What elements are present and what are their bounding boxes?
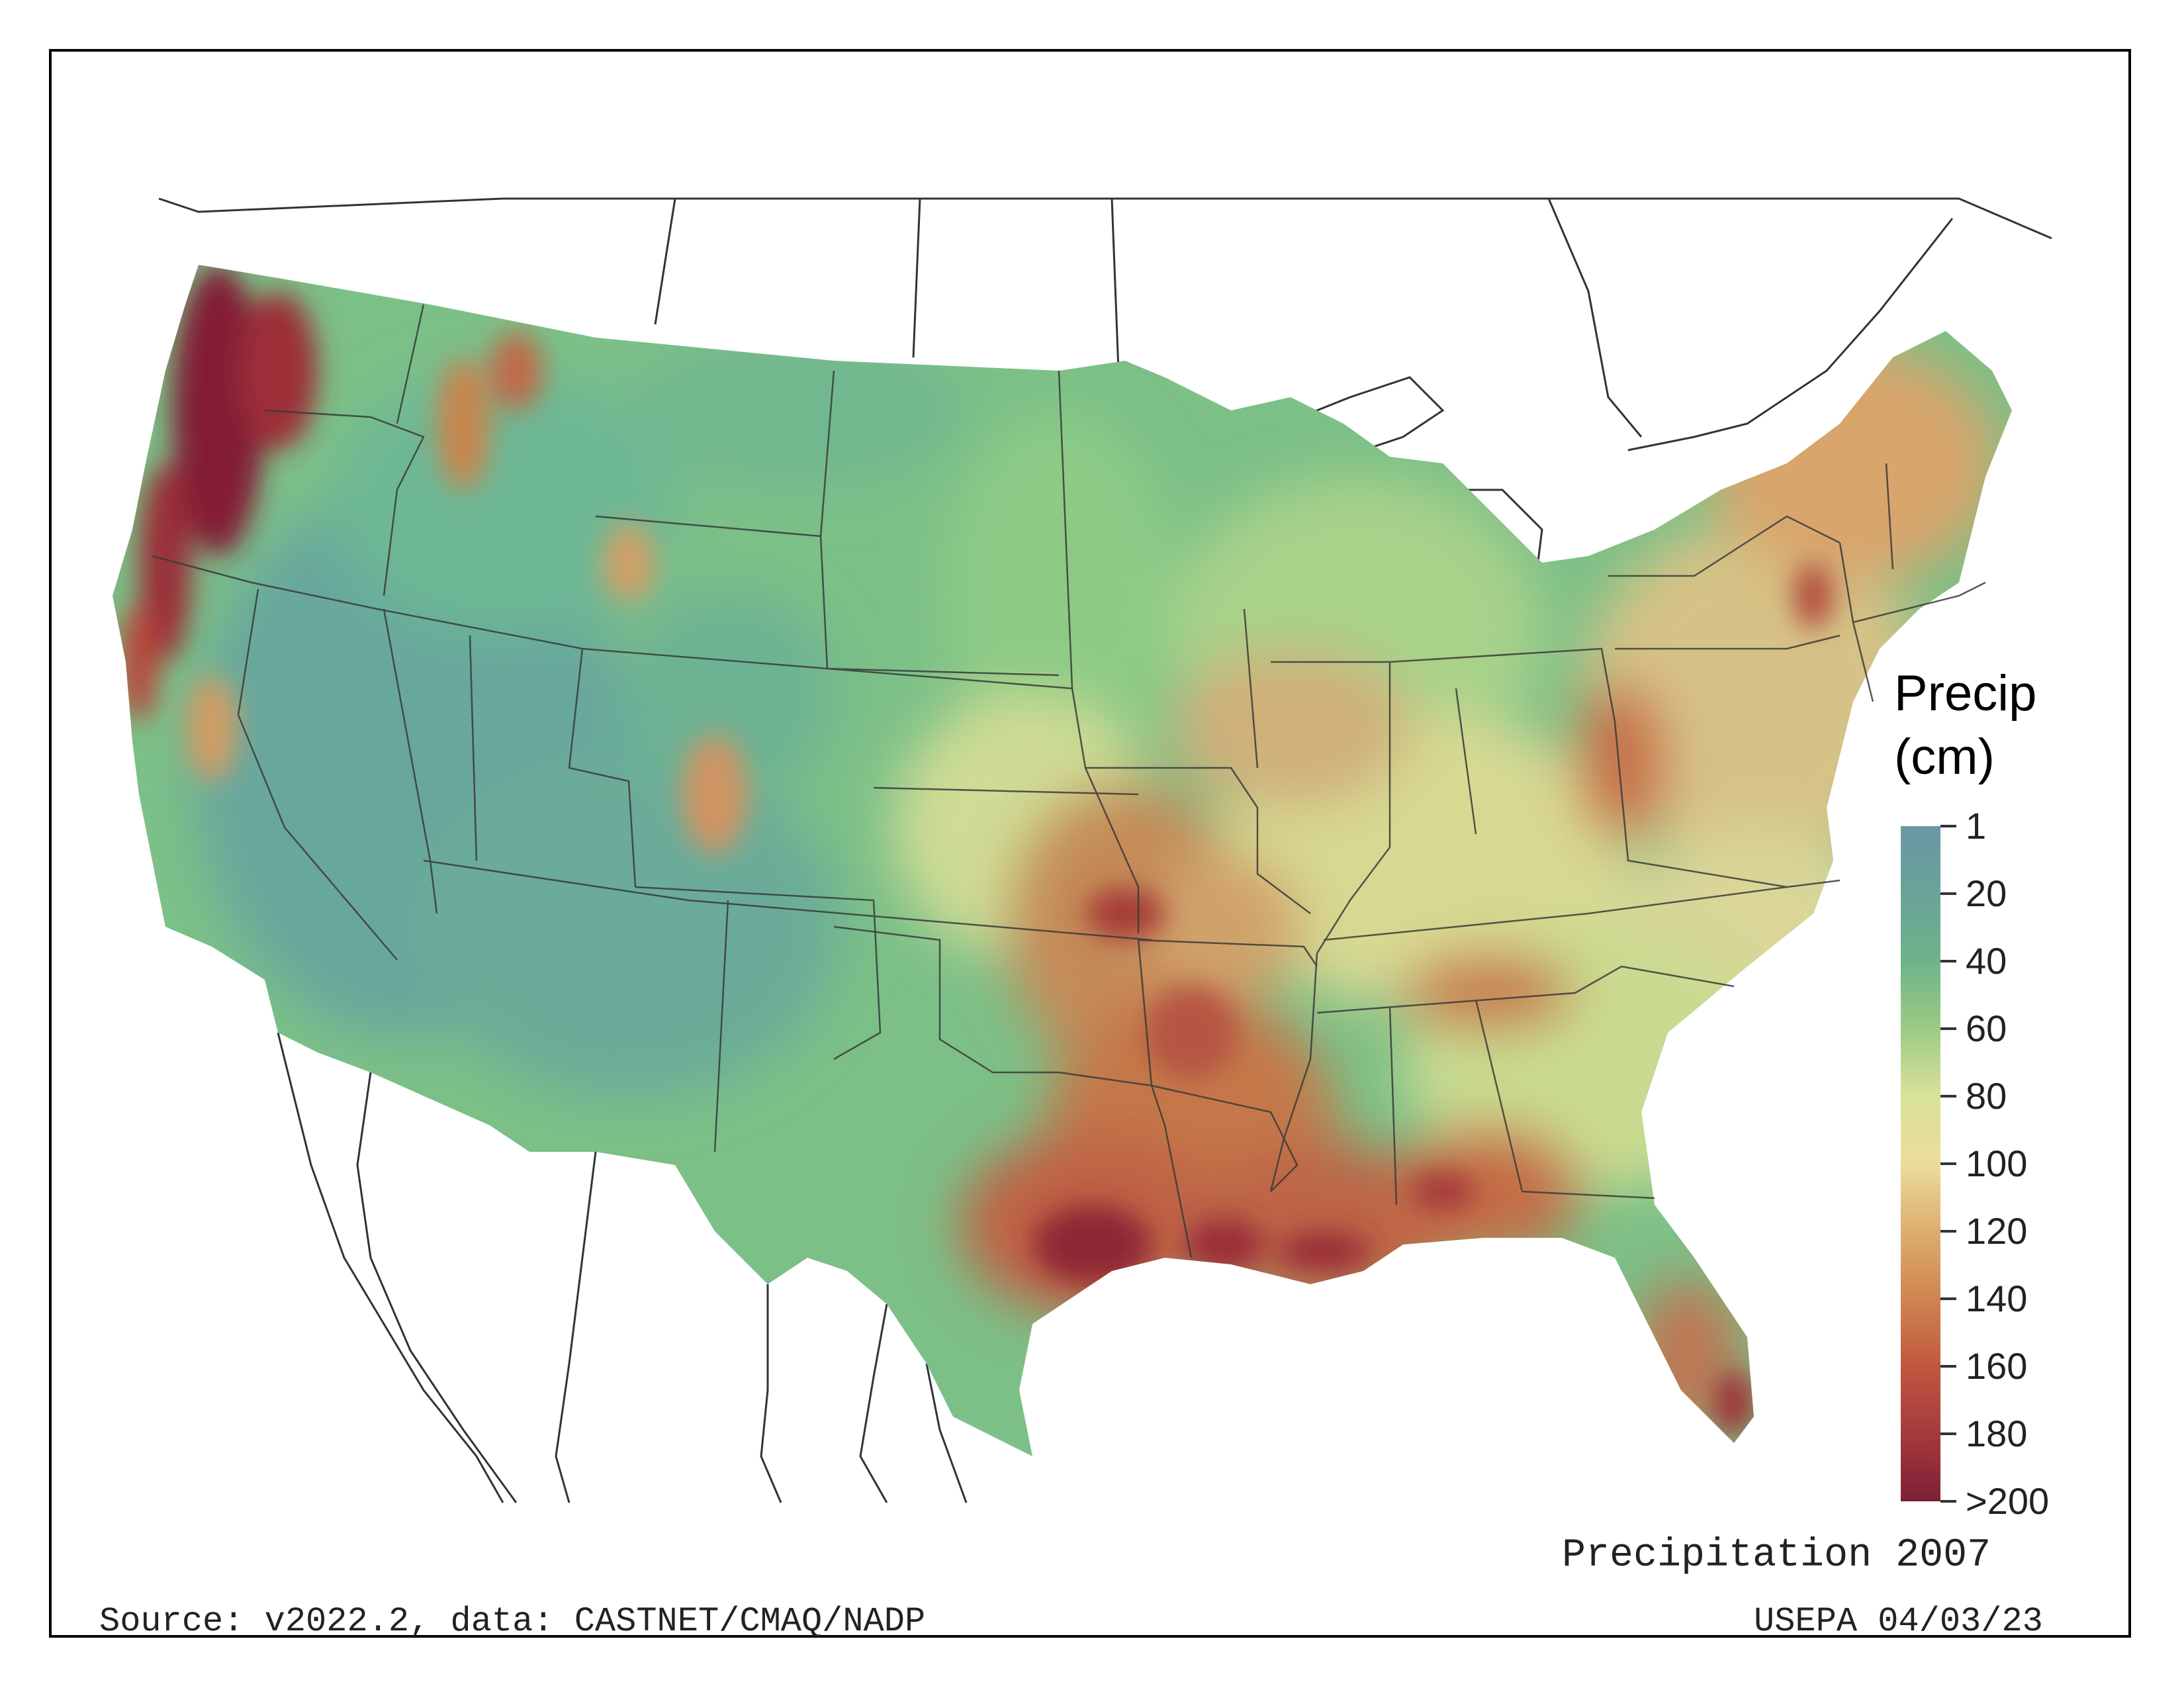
legend-tick-label: 40 bbox=[1966, 940, 2007, 982]
legend-tick-label: 140 bbox=[1966, 1278, 2028, 1319]
legend-tick-label: 180 bbox=[1966, 1413, 2028, 1454]
legend-tick bbox=[1940, 1095, 1956, 1098]
legend-tick-label: 160 bbox=[1966, 1345, 2028, 1387]
legend-tick bbox=[1940, 1365, 1956, 1368]
legend-tick-label: 80 bbox=[1966, 1075, 2007, 1117]
legend-tick-label: 1 bbox=[1966, 805, 1987, 847]
legend-tick-label: 120 bbox=[1966, 1210, 2028, 1252]
legend-tick-label: 20 bbox=[1966, 872, 2007, 914]
legend-tick bbox=[1940, 1162, 1956, 1165]
legend-tick bbox=[1940, 825, 1956, 827]
legend-title-line2: (cm) bbox=[1894, 729, 1995, 785]
legend-tick bbox=[1940, 1230, 1956, 1233]
agency-date-stamp: USEPA 04/03/23 bbox=[1754, 1602, 2043, 1641]
map-title: Precipitation 2007 bbox=[1562, 1533, 1991, 1578]
precip-field bbox=[113, 265, 2012, 1456]
legend-tick bbox=[1940, 1027, 1956, 1030]
legend-tick bbox=[1940, 1297, 1956, 1300]
legend-tick bbox=[1940, 1432, 1956, 1435]
legend-colorbar bbox=[1901, 826, 1940, 1501]
legend-title-line1: Precip bbox=[1894, 665, 2037, 722]
legend-tick-label: >200 bbox=[1966, 1480, 2050, 1522]
outer-boundaries bbox=[158, 197, 2052, 1503]
legend-tick-label: 100 bbox=[1966, 1143, 2028, 1184]
legend-tick bbox=[1940, 960, 1956, 962]
legend-tick bbox=[1940, 892, 1956, 895]
source-note: Source: v2022.2, data: CASTNET/CMAQ/NADP bbox=[99, 1602, 926, 1641]
legend-tick-label: 60 bbox=[1966, 1008, 2007, 1049]
state-boundaries bbox=[152, 304, 1986, 1258]
legend-tick bbox=[1940, 1500, 1956, 1503]
legend-title: Precip (cm) bbox=[1894, 662, 2093, 789]
